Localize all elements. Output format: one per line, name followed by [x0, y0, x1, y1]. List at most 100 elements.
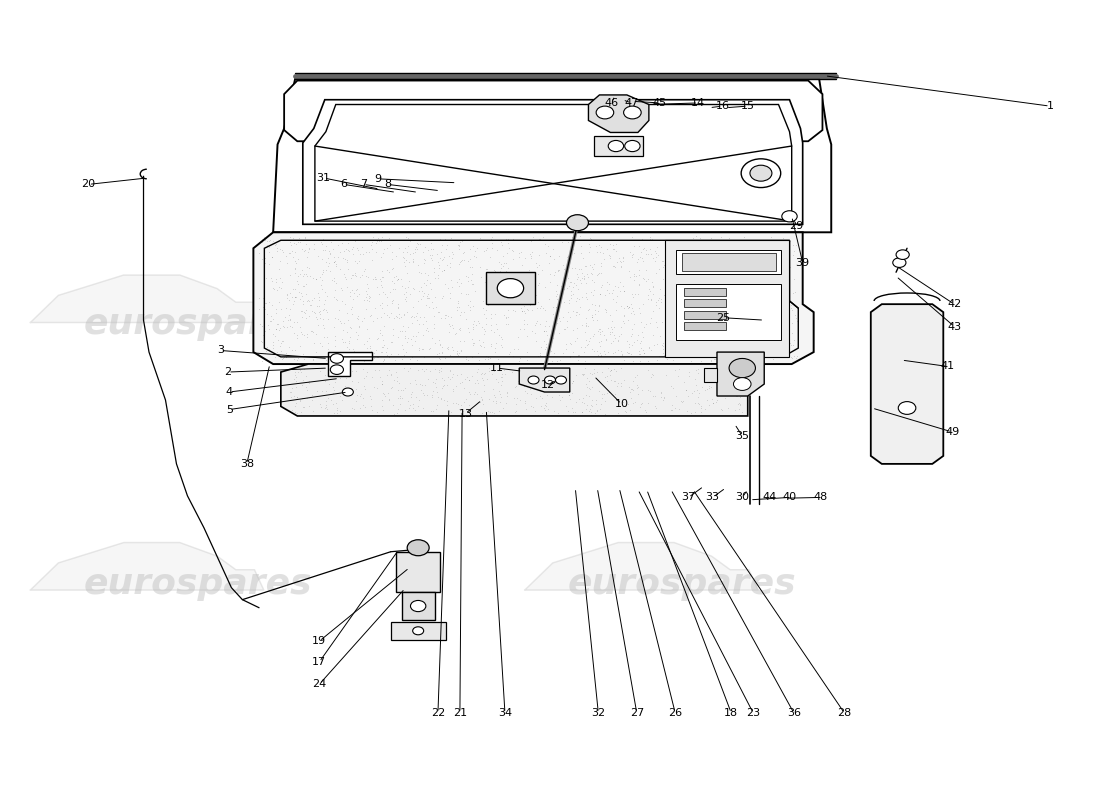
Text: 14: 14 — [691, 98, 705, 108]
Text: 37: 37 — [681, 493, 695, 502]
Text: 40: 40 — [782, 493, 796, 502]
Text: 34: 34 — [498, 708, 512, 718]
Polygon shape — [390, 622, 446, 639]
Text: eurospares: eurospares — [568, 566, 796, 601]
Text: 46: 46 — [605, 98, 618, 108]
Polygon shape — [302, 100, 803, 224]
Text: 30: 30 — [735, 493, 749, 502]
Polygon shape — [328, 352, 372, 376]
Circle shape — [596, 106, 614, 119]
Text: 35: 35 — [735, 431, 749, 441]
Text: 32: 32 — [592, 708, 605, 718]
Circle shape — [896, 250, 910, 259]
Polygon shape — [519, 368, 570, 392]
Polygon shape — [676, 250, 781, 274]
Circle shape — [625, 141, 640, 152]
Circle shape — [782, 210, 797, 222]
Text: 48: 48 — [813, 493, 827, 502]
Text: 25: 25 — [716, 313, 730, 322]
Text: 24: 24 — [312, 679, 327, 690]
Polygon shape — [704, 368, 717, 382]
Text: 27: 27 — [629, 708, 644, 718]
Text: 26: 26 — [668, 708, 682, 718]
Text: 36: 36 — [786, 708, 801, 718]
Polygon shape — [525, 275, 758, 322]
Text: 42: 42 — [947, 299, 961, 309]
Text: 7: 7 — [360, 179, 366, 190]
Polygon shape — [402, 592, 434, 620]
Polygon shape — [486, 272, 535, 304]
Text: 22: 22 — [431, 708, 446, 718]
Polygon shape — [396, 552, 440, 592]
Polygon shape — [676, 284, 781, 340]
Text: 18: 18 — [724, 708, 738, 718]
Text: 19: 19 — [312, 636, 327, 646]
Circle shape — [624, 106, 641, 119]
Polygon shape — [284, 81, 823, 142]
Polygon shape — [666, 240, 790, 357]
Text: 9: 9 — [374, 174, 381, 184]
Circle shape — [544, 376, 556, 384]
Text: 10: 10 — [615, 399, 628, 409]
Polygon shape — [273, 79, 832, 232]
Text: eurospares: eurospares — [568, 307, 796, 341]
Text: 49: 49 — [945, 427, 959, 437]
Polygon shape — [717, 352, 764, 396]
Circle shape — [899, 402, 916, 414]
Text: 28: 28 — [837, 708, 851, 718]
Polygon shape — [253, 232, 814, 364]
Text: 29: 29 — [789, 221, 803, 231]
Polygon shape — [315, 105, 792, 221]
Text: 15: 15 — [740, 101, 755, 111]
Text: 21: 21 — [453, 708, 468, 718]
Circle shape — [407, 540, 429, 556]
Circle shape — [528, 376, 539, 384]
Text: 1: 1 — [1046, 101, 1054, 111]
Text: 8: 8 — [384, 179, 390, 190]
Circle shape — [556, 376, 566, 384]
Circle shape — [330, 365, 343, 374]
Text: 16: 16 — [715, 101, 729, 111]
Circle shape — [410, 601, 426, 612]
Polygon shape — [31, 542, 264, 590]
Polygon shape — [280, 364, 748, 416]
Polygon shape — [682, 253, 777, 270]
Text: 38: 38 — [240, 459, 254, 469]
Text: 43: 43 — [947, 322, 961, 331]
Text: 45: 45 — [652, 98, 667, 108]
Text: 5: 5 — [226, 405, 233, 414]
Circle shape — [330, 354, 343, 363]
Text: 23: 23 — [746, 708, 760, 718]
Circle shape — [893, 258, 906, 267]
Circle shape — [412, 627, 424, 634]
Polygon shape — [684, 288, 726, 296]
Text: 33: 33 — [705, 493, 719, 502]
Text: 39: 39 — [795, 258, 810, 268]
Circle shape — [729, 358, 756, 378]
Text: 3: 3 — [217, 346, 224, 355]
Circle shape — [497, 278, 524, 298]
Polygon shape — [684, 299, 726, 307]
Text: eurospares: eurospares — [84, 566, 312, 601]
Circle shape — [750, 166, 772, 181]
Text: 13: 13 — [459, 409, 472, 418]
Polygon shape — [684, 322, 726, 330]
Polygon shape — [594, 137, 643, 157]
Polygon shape — [525, 542, 758, 590]
Text: 12: 12 — [541, 380, 554, 390]
Text: 41: 41 — [940, 362, 955, 371]
Text: 31: 31 — [317, 173, 331, 183]
Text: 11: 11 — [491, 363, 504, 373]
Text: 2: 2 — [224, 367, 232, 377]
Text: 17: 17 — [312, 657, 327, 667]
Text: eurospares: eurospares — [84, 307, 312, 341]
Text: 20: 20 — [81, 179, 96, 190]
Circle shape — [741, 159, 781, 187]
Polygon shape — [31, 275, 264, 322]
Polygon shape — [684, 310, 726, 318]
Circle shape — [342, 388, 353, 396]
Polygon shape — [871, 304, 944, 464]
Text: 44: 44 — [762, 493, 777, 502]
Circle shape — [734, 378, 751, 390]
Text: 47: 47 — [624, 98, 638, 108]
